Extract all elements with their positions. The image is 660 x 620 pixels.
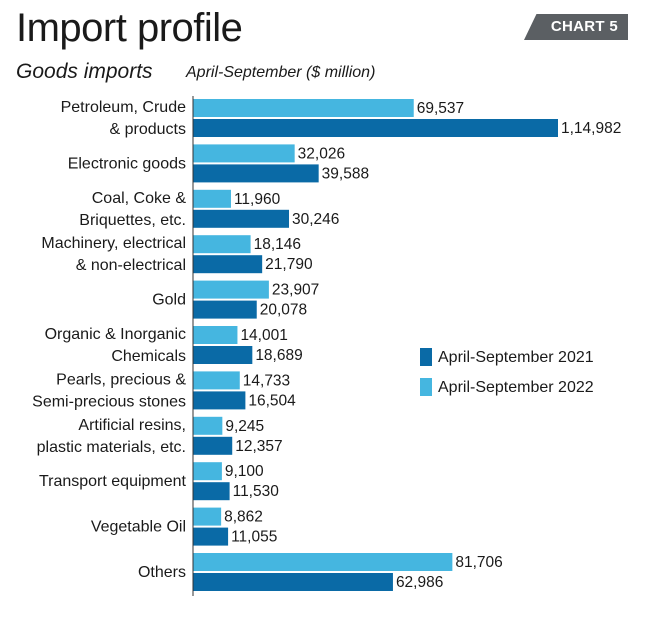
category-label: Transport equipment bbox=[39, 473, 187, 490]
category-label: Machinery, electrical bbox=[41, 235, 186, 252]
bar-2022 bbox=[193, 507, 222, 526]
bar-2021 bbox=[193, 482, 230, 501]
data-label-2022: 81,706 bbox=[455, 554, 502, 571]
category-label: Artificial resins, bbox=[78, 417, 186, 434]
bar-2021 bbox=[193, 436, 233, 455]
data-label-2022: 18,146 bbox=[254, 236, 301, 253]
chart-title: Import profile bbox=[16, 6, 243, 50]
data-label-2022: 69,537 bbox=[417, 100, 464, 117]
category-label: Briquettes, etc. bbox=[79, 212, 186, 229]
bar-2022 bbox=[193, 416, 223, 435]
data-label-2021: 11,055 bbox=[231, 529, 277, 546]
data-label-2021: 30,246 bbox=[292, 211, 339, 228]
bar-2022 bbox=[193, 553, 453, 571]
legend-swatch bbox=[420, 348, 432, 366]
data-label-2021: 12,357 bbox=[235, 438, 282, 455]
bar-2022 bbox=[193, 371, 240, 390]
data-label-2022: 9,100 bbox=[225, 463, 264, 480]
data-label-2022: 32,026 bbox=[298, 145, 345, 162]
category-label: Petroleum, Crude bbox=[61, 99, 186, 116]
bar-2021 bbox=[193, 527, 229, 546]
bar-2021 bbox=[193, 300, 257, 319]
category-label: Coal, Coke & bbox=[92, 190, 187, 207]
bar-2022 bbox=[193, 280, 269, 299]
data-label-2021: 16,504 bbox=[248, 392, 296, 409]
category-label: & products bbox=[110, 121, 186, 138]
data-label-2021: 21,790 bbox=[265, 256, 313, 273]
bar-2021 bbox=[193, 573, 393, 591]
chart-unit-label: April-September ($ million) bbox=[186, 64, 376, 81]
category-label: Pearls, precious & bbox=[56, 371, 186, 388]
data-label-2022: 11,960 bbox=[234, 191, 281, 208]
bar-2021 bbox=[193, 255, 263, 274]
data-label-2022: 9,245 bbox=[225, 418, 264, 435]
data-label-2022: 8,862 bbox=[224, 509, 263, 526]
data-label-2022: 14,001 bbox=[240, 327, 287, 344]
category-label: Gold bbox=[152, 292, 186, 309]
legend-swatch bbox=[420, 378, 432, 396]
bar-2022 bbox=[193, 326, 238, 344]
category-label: Semi-precious stones bbox=[32, 393, 186, 410]
chart-subtitle: Goods imports bbox=[16, 60, 153, 83]
legend-label: April-September 2021 bbox=[438, 349, 594, 366]
data-label-2021: 20,078 bbox=[260, 302, 307, 319]
category-label: Chemicals bbox=[111, 348, 186, 365]
data-label-2021: 18,689 bbox=[255, 347, 302, 364]
chart-number-label: CHART 5 bbox=[550, 18, 618, 35]
category-label: plastic materials, etc. bbox=[37, 439, 186, 456]
data-label-2021: 1,14,982 bbox=[561, 120, 621, 137]
bar-2021 bbox=[193, 164, 319, 183]
bar-2021 bbox=[193, 391, 246, 410]
chart-number-tag: CHART 5 bbox=[524, 14, 628, 40]
bar-2022 bbox=[193, 189, 231, 208]
bar-2022 bbox=[193, 235, 251, 254]
data-label-2021: 39,588 bbox=[322, 165, 369, 182]
bar-2022 bbox=[193, 144, 295, 163]
data-label-2022: 23,907 bbox=[272, 282, 319, 299]
legend-label: April-September 2022 bbox=[438, 379, 594, 396]
bar-2021 bbox=[193, 119, 558, 137]
bar-2021 bbox=[193, 346, 253, 364]
category-label: Electronic goods bbox=[68, 155, 186, 172]
category-label: Vegetable Oil bbox=[91, 519, 186, 536]
bar-2022 bbox=[193, 462, 222, 481]
data-label-2022: 14,733 bbox=[243, 372, 290, 389]
bar-2021 bbox=[193, 209, 290, 228]
data-label-2021: 62,986 bbox=[396, 574, 443, 591]
category-label: Organic & Inorganic bbox=[45, 326, 186, 343]
bar-2022 bbox=[193, 99, 414, 117]
category-label: & non-electrical bbox=[76, 257, 186, 274]
data-label-2021: 11,530 bbox=[233, 483, 280, 500]
category-label: Others bbox=[138, 564, 186, 581]
